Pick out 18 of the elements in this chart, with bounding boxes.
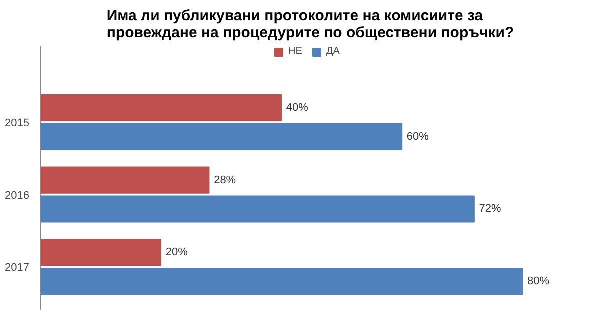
bar [40, 196, 475, 223]
bar [40, 239, 162, 266]
bar [40, 123, 403, 150]
y-tick-label: 2017 [5, 262, 30, 274]
bar [40, 166, 210, 194]
data-label: 40% [286, 102, 309, 114]
legend-label: ДА [326, 46, 341, 57]
data-label: 20% [166, 246, 188, 259]
data-label: 60% [406, 130, 430, 143]
bar [40, 94, 282, 122]
data-label: 80% [527, 276, 550, 288]
y-tick-label: 2015 [5, 117, 30, 130]
y-tick-label: 2016 [5, 190, 30, 202]
data-label: 72% [479, 203, 502, 216]
bar [40, 268, 524, 296]
data-label: 28% [214, 174, 236, 186]
chart-title: Има ли публикувани протоколите на комисиите за провеждане на процедурите по обществени поръчки? [106, 8, 514, 42]
legend-label: НЕ [288, 46, 304, 57]
